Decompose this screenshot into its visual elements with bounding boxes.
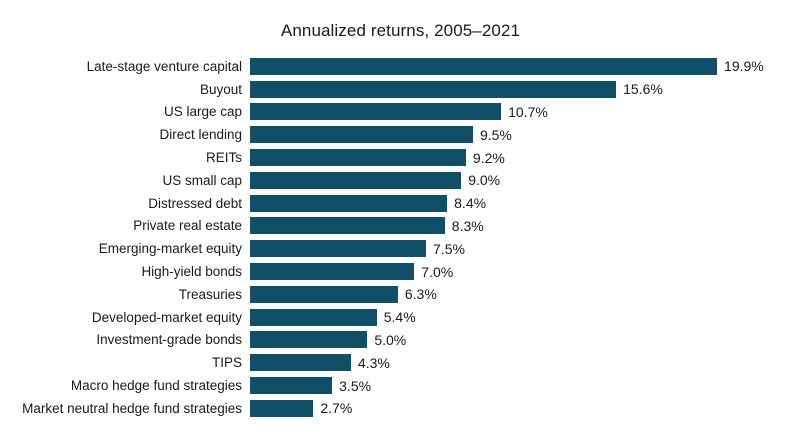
value-label: 9.5% — [479, 126, 512, 143]
category-label: REITs — [205, 150, 242, 166]
bar — [250, 240, 427, 258]
value-label: 8.4% — [454, 195, 487, 212]
bar-row: High-yield bonds 7.0% — [0, 260, 801, 283]
bar — [250, 103, 502, 121]
value-label: 19.9% — [724, 58, 764, 75]
value-label: 8.3% — [451, 217, 484, 234]
bar — [250, 217, 445, 235]
category-label: US small cap — [162, 172, 242, 188]
category-label: Late-stage venture capital — [86, 58, 242, 74]
category-label: Investment-grade bonds — [96, 332, 242, 348]
chart-title: Annualized returns, 2005–2021 — [280, 21, 521, 40]
value-label: 10.7% — [508, 103, 548, 120]
category-label: Macro hedge fund strategies — [70, 378, 242, 394]
bar — [250, 149, 466, 167]
value-label: 4.3% — [357, 354, 390, 371]
category-label: US large cap — [163, 104, 242, 120]
bar-row: US small cap 9.0% — [0, 169, 801, 192]
bar — [250, 263, 415, 281]
category-label: High-yield bonds — [141, 264, 242, 280]
category-label: TIPS — [211, 355, 242, 371]
category-label: Private real estate — [133, 218, 242, 234]
value-label: 7.5% — [433, 240, 465, 257]
bar-row: Developed-market equity 5.4% — [0, 306, 801, 329]
value-label: 5.4% — [383, 309, 416, 326]
value-label: 5.0% — [374, 331, 407, 348]
category-label: Buyout — [199, 81, 242, 97]
bar-row: Treasuries 6.3% — [0, 283, 801, 306]
bar-row: Emerging-market equity 7.5% — [0, 237, 801, 260]
bar-row: Market neutral hedge fund strategies 2.7% — [0, 397, 801, 420]
category-label: Developed-market equity — [91, 309, 242, 325]
bar — [250, 377, 333, 395]
value-label: 9.0% — [468, 172, 501, 189]
bar-row: REITs 9.2% — [0, 146, 801, 169]
bar — [250, 285, 398, 303]
bar-row: Late-stage venture capital 19.9% — [0, 55, 801, 78]
bar-row: Investment-grade bonds 5.0% — [0, 329, 801, 352]
bar — [250, 331, 368, 349]
value-label: 9.2% — [472, 149, 505, 166]
bar-row: Macro hedge fund strategies 3.5% — [0, 374, 801, 397]
bar — [250, 354, 351, 372]
bar — [250, 308, 377, 326]
bar — [250, 194, 448, 212]
category-label: Treasuries — [178, 286, 242, 302]
value-label: 3.5% — [339, 377, 372, 394]
value-label: 6.3% — [404, 286, 437, 303]
category-label: Distressed debt — [148, 195, 242, 211]
category-label: Market neutral hedge fund strategies — [22, 400, 242, 416]
value-label: 15.6% — [623, 81, 663, 98]
bar-row: TIPS 4.3% — [0, 351, 801, 374]
value-label: 2.7% — [320, 400, 353, 417]
bar — [250, 171, 462, 189]
bar-rows-container: Late-stage venture capital 19.9% Buyout 15.… — [0, 55, 801, 420]
bar — [250, 80, 617, 98]
category-label: Direct lending — [159, 127, 242, 143]
bar-row: US large cap 10.7% — [0, 101, 801, 124]
bar-row: Private real estate 8.3% — [0, 215, 801, 238]
bar-row: Buyout 15.6% — [0, 78, 801, 101]
bar-row: Distressed debt 8.4% — [0, 192, 801, 215]
bar — [250, 126, 473, 144]
bar-row: Direct lending 9.5% — [0, 123, 801, 146]
category-label: Emerging-market equity — [98, 241, 242, 257]
bar — [250, 399, 314, 417]
bar — [250, 57, 718, 75]
value-label: 7.0% — [421, 263, 454, 280]
